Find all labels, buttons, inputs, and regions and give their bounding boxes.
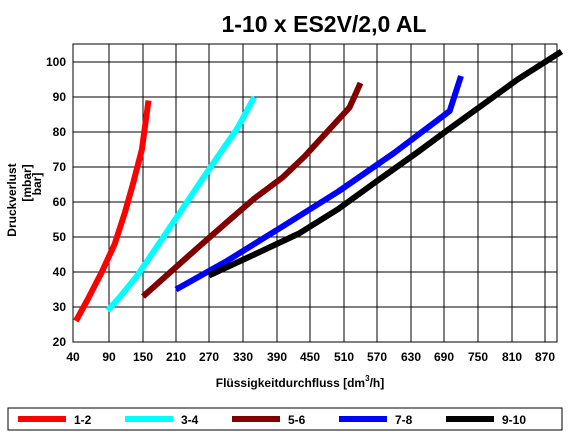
x-tick-label: 40 bbox=[66, 350, 80, 364]
legend-label-7-8: 7-8 bbox=[395, 413, 413, 427]
y-tick-label: 80 bbox=[53, 125, 67, 139]
x-tick-label: 810 bbox=[502, 350, 522, 364]
x-tick-label: 870 bbox=[535, 350, 555, 364]
y-tick-label: 50 bbox=[53, 230, 67, 244]
y-axis-ticks: 20 30 40 50 60 70 80 90 100 bbox=[46, 55, 66, 349]
legend: 1-2 3-4 5-6 7-8 9-10 bbox=[7, 407, 563, 431]
y-tick-label: 70 bbox=[53, 160, 67, 174]
grid bbox=[72, 44, 557, 343]
legend-frame bbox=[7, 407, 563, 431]
x-axis-label-sup: 3 bbox=[365, 374, 370, 383]
x-tick-label: 630 bbox=[401, 350, 421, 364]
y-tick-label: 20 bbox=[53, 335, 67, 349]
chart-title: 1-10 x ES2V/2,0 AL bbox=[222, 11, 427, 37]
y-tick-label: 90 bbox=[53, 90, 67, 104]
x-tick-label: 150 bbox=[133, 350, 153, 364]
x-tick-label: 390 bbox=[267, 350, 287, 364]
y-tick-label: 30 bbox=[53, 300, 67, 314]
x-tick-label: 750 bbox=[468, 350, 488, 364]
y-axis-unit-2: bar] bbox=[30, 173, 44, 196]
x-axis-label-tail: /h] bbox=[370, 376, 385, 390]
x-tick-label: 90 bbox=[102, 350, 116, 364]
x-axis-label-main: Flüssigkeitdurchfluss [dm bbox=[216, 376, 365, 390]
x-tick-label: 690 bbox=[434, 350, 454, 364]
x-tick-label: 450 bbox=[300, 350, 320, 364]
x-axis-label: Flüssigkeitdurchfluss [dm3/h] bbox=[216, 374, 384, 390]
series-line-9-10 bbox=[207, 48, 564, 279]
x-axis-ticks: 40 90 150 210 270 330 390 450 510 570 630 690 750 810… bbox=[66, 350, 555, 364]
legend-label-9-10: 9-10 bbox=[502, 413, 526, 427]
plot-frame bbox=[72, 43, 558, 343]
plot-area bbox=[72, 43, 564, 343]
series-line-3-4 bbox=[105, 95, 257, 313]
legend-label-5-6: 5-6 bbox=[288, 413, 306, 427]
legend-label-3-4: 3-4 bbox=[181, 413, 199, 427]
x-tick-label: 510 bbox=[334, 350, 354, 364]
series-line-5-6 bbox=[141, 81, 364, 299]
x-tick-label: 270 bbox=[199, 350, 219, 364]
legend-label-1-2: 1-2 bbox=[74, 413, 92, 427]
series-line-7-8 bbox=[174, 75, 464, 293]
x-tick-label: 570 bbox=[367, 350, 387, 364]
y-tick-label: 40 bbox=[53, 265, 67, 279]
x-tick-label: 330 bbox=[233, 350, 253, 364]
y-tick-label: 60 bbox=[53, 195, 67, 209]
series-group bbox=[73, 48, 564, 323]
y-axis-label: Druckverlust bbox=[5, 163, 19, 236]
y-tick-label: 100 bbox=[46, 55, 66, 69]
y-axis-unit-1: [mbar] bbox=[20, 164, 34, 201]
series-line-1-2 bbox=[73, 100, 152, 323]
x-tick-label: 210 bbox=[166, 350, 186, 364]
